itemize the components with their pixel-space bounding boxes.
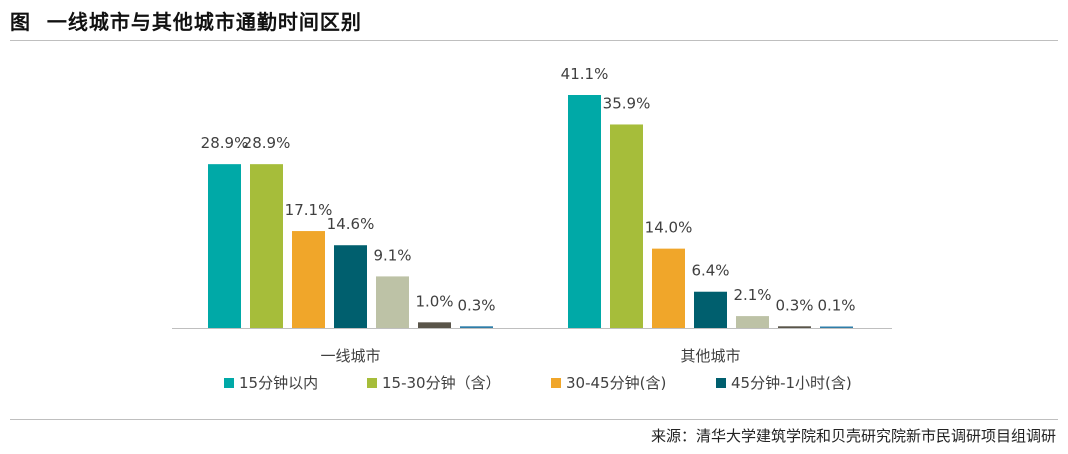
data-label-2-3: 14.0% [645,219,693,237]
data-label-1-7: 0.3% [457,296,495,314]
bar-1-3 [292,231,325,328]
bar-1-1 [208,164,241,328]
bar-2-2 [610,124,643,329]
bar-2-7 [820,326,853,328]
data-label-1-3: 17.1% [285,201,333,219]
data-label-1-4: 14.6% [327,215,375,233]
title-divider [10,40,1058,41]
legend-label-1: 15分钟以内 [239,374,318,392]
bar-2-1 [568,95,601,328]
data-label-2-1: 41.1% [561,65,609,83]
data-label-1-5: 9.1% [373,246,411,264]
x-tick-label-1: 一线城市 [320,347,380,365]
legend-label-2: 15-30分钟（含） [382,374,501,392]
bar-1-4 [334,245,367,328]
bar-1-5 [376,276,409,328]
legend-swatch-3 [551,378,561,388]
chart-title: 图 一线城市与其他城市通勤时间区别 [10,10,362,34]
data-label-2-5: 2.1% [733,286,771,304]
source-note: 来源：清华大学建筑学院和贝壳研究院新市民调研项目组调研 [650,427,1056,445]
bar-2-5 [736,316,769,328]
legend-swatch-1 [224,378,234,388]
data-label-2-6: 0.3% [775,296,813,314]
data-label-2-2: 35.9% [603,94,651,112]
data-label-2-4: 6.4% [691,262,729,280]
x-tick-label-2: 其他城市 [680,347,740,365]
data-label-1-1: 28.9% [201,134,249,152]
legend-label-3: 30-45分钟(含) [566,374,666,392]
legend-label-4: 45分钟-1小时(含) [731,374,852,392]
legend-swatch-2 [367,378,377,388]
footer-divider [10,419,1058,420]
bar-2-6 [778,326,811,328]
data-label-2-7: 0.1% [817,297,855,315]
data-label-1-2: 28.9% [243,134,291,152]
bar-1-6 [418,322,451,328]
bar-2-4 [694,291,727,328]
legend-swatch-4 [716,378,726,388]
bar-1-7 [460,326,493,328]
bar-1-2 [250,164,283,328]
bar-2-3 [652,248,685,328]
data-label-1-6: 1.0% [415,292,453,310]
